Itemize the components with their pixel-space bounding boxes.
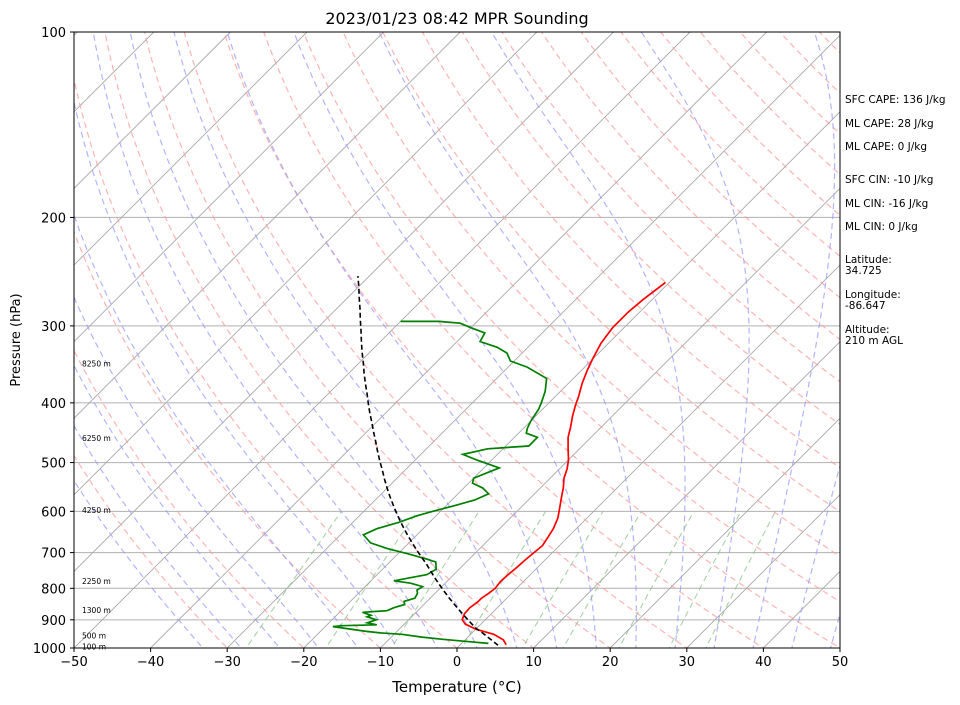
y-tick-label: 400 xyxy=(41,397,66,412)
isotherm-line xyxy=(151,32,767,648)
x-tick-label: 50 xyxy=(832,655,849,670)
x-tick-label: −30 xyxy=(213,655,240,670)
dry-adiabat-line xyxy=(220,18,784,661)
dry-adiabat-line xyxy=(141,18,628,661)
moist-adiabat-line xyxy=(33,32,367,661)
moist-adiabat-line xyxy=(0,32,214,661)
moist-adiabat-line xyxy=(750,32,834,661)
height-label: 8250 m xyxy=(82,359,111,368)
isotherm-line xyxy=(227,32,843,648)
dry-adiabat-line xyxy=(298,18,939,661)
y-axis-label: Pressure (hPa) xyxy=(9,293,24,386)
x-tick-label: 30 xyxy=(679,655,696,670)
longitude-label: Longitude: -86.647 xyxy=(845,290,901,312)
moist-adiabat-line xyxy=(294,32,597,661)
height-label: 6250 m xyxy=(82,434,111,443)
isotherm-line xyxy=(304,32,920,648)
y-tick-label: 100 xyxy=(41,26,66,41)
mixing-ratio-line xyxy=(612,511,694,661)
dry-adiabat-line xyxy=(63,18,473,661)
moist-adiabat-line xyxy=(61,32,405,661)
x-tick-label: −40 xyxy=(137,655,164,670)
isotherm-line xyxy=(0,32,537,648)
isotherm-line xyxy=(0,32,1,648)
y-tick-label: 600 xyxy=(41,505,66,520)
sounding-series xyxy=(462,282,665,644)
mixing-ratio-line xyxy=(237,511,341,661)
dry-adiabat-line xyxy=(0,18,318,661)
sfc-cin-label: SFC CIN: -10 J/kg xyxy=(845,175,933,186)
ml-cape-label-2: ML CAPE: 0 J/kg xyxy=(845,142,927,153)
y-axis: 1000 900 800 700 600 500 400 300 200 100 xyxy=(33,26,74,657)
y-tick-label: 700 xyxy=(41,547,66,562)
background-lines xyxy=(0,18,960,661)
chart-title: 2023/01/23 08:42 MPR Sounding xyxy=(325,9,588,28)
height-label: 4250 m xyxy=(82,506,111,515)
height-label: 1300 m xyxy=(82,606,111,615)
height-label: 500 m xyxy=(82,631,106,640)
dry-adiabat-line xyxy=(650,18,960,661)
y-tick-label: 200 xyxy=(41,211,66,226)
x-tick-label: 40 xyxy=(755,655,772,670)
x-tick-label: −20 xyxy=(290,655,317,670)
y-tick-label: 1000 xyxy=(33,642,66,657)
y-tick-label: 500 xyxy=(41,457,66,472)
y-tick-label: 300 xyxy=(41,320,66,335)
mixing-ratio-line xyxy=(700,511,776,661)
height-label: 100 m xyxy=(82,643,106,652)
x-tick-label: −10 xyxy=(367,655,394,670)
series-lines xyxy=(333,276,666,645)
x-tick-label: −50 xyxy=(60,655,87,670)
dry-adiabat-line xyxy=(0,18,240,661)
moist-adiabat-line xyxy=(8,32,329,661)
y-tick-label: 900 xyxy=(41,614,66,629)
ml-cin-label: ML CIN: -16 J/kg xyxy=(845,199,928,210)
sounding-series xyxy=(333,321,547,643)
moist-adiabat-line xyxy=(0,32,252,661)
altitude-label: Altitude: 210 m AGL xyxy=(845,325,903,347)
x-axis: −50 −40 −30 −20 −10 0 10 20 30 40 50 xyxy=(60,648,848,670)
latitude-label: Latitude: 34.725 xyxy=(845,255,892,277)
x-axis-label: Temperature (°C) xyxy=(391,678,521,696)
ml-cin-label-2: ML CIN: 0 J/kg xyxy=(845,222,918,233)
height-label: 2250 m xyxy=(82,577,111,586)
isotherm-line xyxy=(74,32,690,648)
mixing-ratio-line xyxy=(556,511,642,661)
y-tick-label: 800 xyxy=(41,582,66,597)
sfc-cape-label: SFC CAPE: 136 J/kg xyxy=(845,95,946,106)
plot-frame xyxy=(74,32,840,648)
mixing-ratio-line xyxy=(663,511,742,661)
x-tick-label: 10 xyxy=(525,655,542,670)
dry-adiabat-line xyxy=(181,18,707,661)
x-tick-label: 0 xyxy=(453,655,461,670)
moist-adiabat-line xyxy=(174,32,521,661)
isotherm-line xyxy=(0,32,613,648)
ml-cape-label: ML CAPE: 28 J/kg xyxy=(845,119,934,130)
moist-adiabat-line xyxy=(379,32,636,661)
x-tick-label: 20 xyxy=(602,655,619,670)
moist-adiabat-line xyxy=(641,32,749,661)
isotherm-line xyxy=(0,32,230,648)
